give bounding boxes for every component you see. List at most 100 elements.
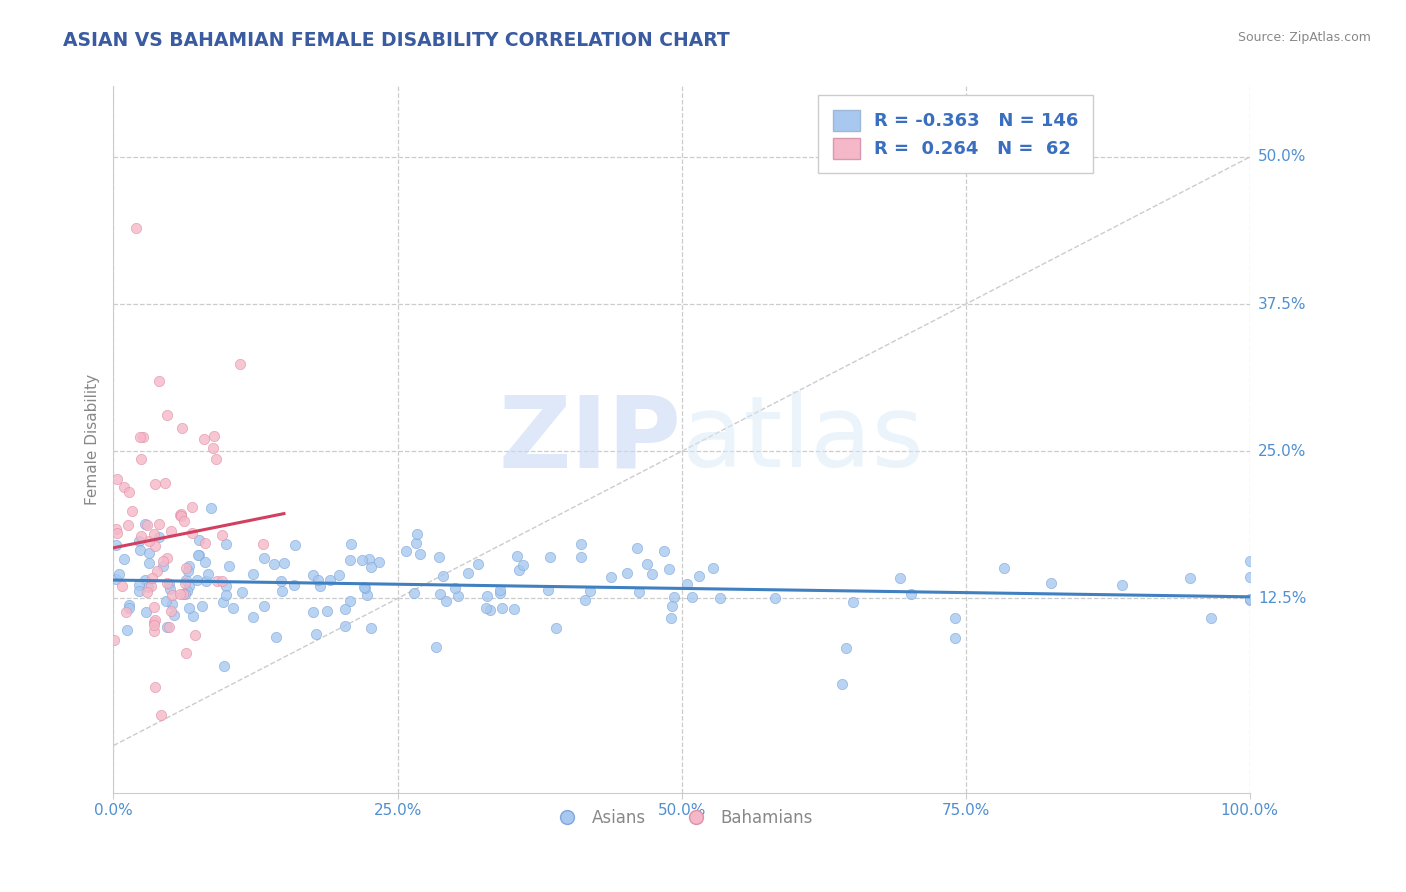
- Point: [242, 567, 264, 582]
- Point: [546, 621, 568, 635]
- Point: [138, 546, 160, 560]
- Legend: Asians, Bahamians: Asians, Bahamians: [543, 803, 820, 834]
- Point: [160, 588, 183, 602]
- Point: [197, 567, 219, 582]
- Point: [1239, 592, 1261, 607]
- Point: [508, 563, 530, 577]
- Point: [1111, 578, 1133, 592]
- Point: [1239, 593, 1261, 607]
- Point: [831, 677, 853, 691]
- Point: [626, 541, 648, 556]
- Point: [367, 555, 389, 569]
- Point: [429, 587, 451, 601]
- Point: [1239, 570, 1261, 584]
- Point: [143, 681, 166, 695]
- Point: [118, 600, 141, 615]
- Point: [395, 543, 418, 558]
- Point: [427, 549, 450, 564]
- Point: [179, 579, 201, 593]
- Point: [193, 432, 215, 446]
- Point: [138, 556, 160, 570]
- Point: [159, 604, 181, 618]
- Point: [105, 472, 128, 486]
- Point: [688, 569, 710, 583]
- Point: [359, 552, 381, 566]
- Point: [1178, 571, 1201, 585]
- Point: [270, 574, 292, 588]
- Point: [176, 584, 198, 599]
- Point: [157, 577, 180, 591]
- Point: [889, 571, 911, 585]
- Point: [302, 605, 325, 619]
- Point: [170, 507, 193, 521]
- Text: ASIAN VS BAHAMIAN FEMALE DISABILITY CORRELATION CHART: ASIAN VS BAHAMIAN FEMALE DISABILITY CORR…: [63, 31, 730, 50]
- Point: [156, 550, 179, 565]
- Point: [149, 707, 172, 722]
- Point: [537, 582, 560, 597]
- Point: [191, 599, 214, 613]
- Point: [350, 552, 373, 566]
- Point: [129, 452, 152, 467]
- Y-axis label: Female Disability: Female Disability: [86, 374, 100, 505]
- Point: [491, 601, 513, 615]
- Point: [134, 574, 156, 588]
- Point: [1040, 575, 1063, 590]
- Point: [156, 408, 179, 422]
- Point: [661, 599, 683, 614]
- Point: [212, 658, 235, 673]
- Point: [143, 477, 166, 491]
- Point: [159, 582, 181, 596]
- Point: [569, 537, 592, 551]
- Point: [835, 641, 858, 656]
- Point: [107, 566, 129, 581]
- Point: [328, 567, 350, 582]
- Point: [170, 421, 193, 435]
- Point: [135, 518, 157, 533]
- Text: 50.0%: 50.0%: [1258, 150, 1306, 164]
- Point: [103, 632, 125, 647]
- Point: [356, 588, 378, 602]
- Point: [432, 568, 454, 582]
- Point: [169, 586, 191, 600]
- Point: [145, 613, 167, 627]
- Point: [201, 442, 224, 456]
- Point: [659, 610, 682, 624]
- Point: [709, 591, 731, 606]
- Point: [105, 522, 128, 536]
- Point: [181, 500, 204, 514]
- Point: [181, 525, 204, 540]
- Point: [202, 429, 225, 443]
- Point: [408, 547, 430, 561]
- Point: [143, 618, 166, 632]
- Point: [304, 626, 326, 640]
- Point: [569, 550, 592, 565]
- Point: [104, 538, 127, 552]
- Point: [179, 558, 201, 573]
- Point: [170, 509, 193, 524]
- Point: [104, 572, 127, 586]
- Point: [173, 515, 195, 529]
- Point: [402, 586, 425, 600]
- Point: [169, 508, 191, 523]
- Point: [176, 561, 198, 575]
- Point: [148, 374, 170, 388]
- Text: 37.5%: 37.5%: [1258, 297, 1306, 311]
- Point: [763, 591, 786, 606]
- Point: [112, 480, 135, 494]
- Point: [353, 580, 375, 594]
- Text: ZIP: ZIP: [499, 391, 682, 488]
- Point: [641, 567, 664, 582]
- Point: [215, 536, 238, 550]
- Point: [179, 601, 201, 615]
- Point: [574, 592, 596, 607]
- Point: [943, 611, 966, 625]
- Point: [215, 578, 238, 592]
- Point: [211, 528, 233, 542]
- Point: [117, 517, 139, 532]
- Point: [174, 573, 197, 587]
- Point: [339, 594, 361, 608]
- Point: [301, 567, 323, 582]
- Point: [477, 589, 499, 603]
- Point: [253, 599, 276, 613]
- Point: [160, 597, 183, 611]
